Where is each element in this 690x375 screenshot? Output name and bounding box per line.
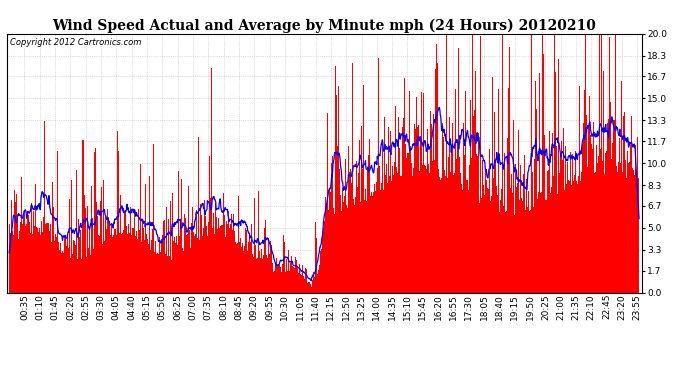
Text: Copyright 2012 Cartronics.com: Copyright 2012 Cartronics.com (10, 38, 141, 46)
Title: Wind Speed Actual and Average by Minute mph (24 Hours) 20120210: Wind Speed Actual and Average by Minute … (52, 18, 596, 33)
